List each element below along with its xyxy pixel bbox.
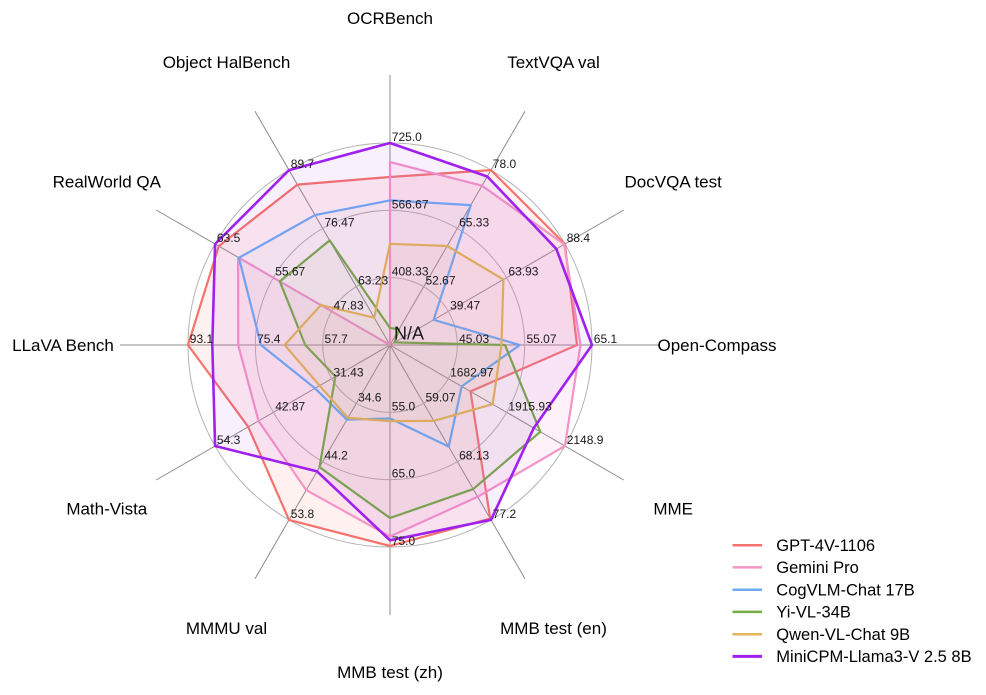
svg-text:52.67: 52.67 bbox=[426, 274, 456, 288]
svg-text:55.0: 55.0 bbox=[392, 399, 416, 413]
svg-text:1682.97: 1682.97 bbox=[450, 366, 494, 380]
svg-text:MMMU val: MMMU val bbox=[186, 619, 267, 638]
svg-text:93.1: 93.1 bbox=[190, 332, 214, 346]
svg-text:78.0: 78.0 bbox=[493, 157, 517, 171]
svg-text:LLaVA Bench: LLaVA Bench bbox=[12, 336, 114, 355]
svg-text:75.0: 75.0 bbox=[392, 534, 416, 548]
svg-text:Open-Compass: Open-Compass bbox=[657, 336, 776, 355]
svg-text:MMB test (en): MMB test (en) bbox=[500, 619, 607, 638]
svg-text:Qwen-VL-Chat 9B: Qwen-VL-Chat 9B bbox=[776, 626, 910, 644]
svg-text:Gemini Pro: Gemini Pro bbox=[776, 559, 859, 577]
svg-text:44.2: 44.2 bbox=[325, 449, 349, 463]
svg-text:53.8: 53.8 bbox=[291, 507, 315, 521]
svg-text:MiniCPM-Llama3-V 2.5 8B: MiniCPM-Llama3-V 2.5 8B bbox=[776, 648, 971, 666]
svg-text:65.1: 65.1 bbox=[594, 332, 618, 346]
svg-text:408.33: 408.33 bbox=[392, 265, 429, 279]
svg-text:725.0: 725.0 bbox=[392, 130, 422, 144]
svg-text:59.07: 59.07 bbox=[426, 390, 456, 404]
svg-text:68.13: 68.13 bbox=[459, 449, 489, 463]
svg-text:63.93: 63.93 bbox=[508, 265, 538, 279]
svg-text:MME: MME bbox=[653, 500, 693, 519]
svg-text:45.03: 45.03 bbox=[459, 332, 489, 346]
svg-text:34.6: 34.6 bbox=[358, 390, 382, 404]
svg-text:54.3: 54.3 bbox=[217, 433, 241, 447]
svg-text:57.7: 57.7 bbox=[325, 332, 349, 346]
svg-text:RealWorld QA: RealWorld QA bbox=[53, 173, 162, 192]
svg-text:63.5: 63.5 bbox=[217, 231, 241, 245]
svg-text:2148.9: 2148.9 bbox=[567, 433, 604, 447]
svg-text:N/A: N/A bbox=[394, 324, 424, 344]
svg-text:65.0: 65.0 bbox=[392, 467, 416, 481]
svg-text:GPT-4V-1106: GPT-4V-1106 bbox=[776, 537, 875, 555]
svg-text:MMB test (zh): MMB test (zh) bbox=[337, 663, 443, 682]
svg-text:Math-Vista: Math-Vista bbox=[66, 500, 147, 519]
svg-text:Object HalBench: Object HalBench bbox=[163, 53, 291, 72]
svg-text:31.43: 31.43 bbox=[334, 366, 364, 380]
svg-text:Yi-VL-34B: Yi-VL-34B bbox=[776, 604, 851, 622]
svg-text:1915.93: 1915.93 bbox=[508, 399, 552, 413]
svg-text:OCRBench: OCRBench bbox=[347, 9, 433, 28]
svg-text:42.87: 42.87 bbox=[275, 399, 305, 413]
svg-text:75.4: 75.4 bbox=[257, 332, 281, 346]
svg-text:DocVQA test: DocVQA test bbox=[625, 173, 723, 192]
svg-text:88.4: 88.4 bbox=[567, 231, 591, 245]
svg-text:47.83: 47.83 bbox=[334, 298, 364, 312]
svg-text:TextVQA val: TextVQA val bbox=[507, 53, 600, 72]
svg-text:65.33: 65.33 bbox=[459, 215, 489, 229]
svg-text:566.67: 566.67 bbox=[392, 197, 429, 211]
svg-text:55.07: 55.07 bbox=[527, 332, 557, 346]
svg-text:55.67: 55.67 bbox=[275, 265, 305, 279]
svg-text:89.7: 89.7 bbox=[291, 157, 315, 171]
svg-text:77.2: 77.2 bbox=[493, 507, 517, 521]
svg-text:39.47: 39.47 bbox=[450, 298, 480, 312]
svg-text:CogVLM-Chat 17B: CogVLM-Chat 17B bbox=[776, 582, 915, 600]
svg-text:76.47: 76.47 bbox=[325, 215, 355, 229]
svg-text:63.23: 63.23 bbox=[358, 274, 388, 288]
